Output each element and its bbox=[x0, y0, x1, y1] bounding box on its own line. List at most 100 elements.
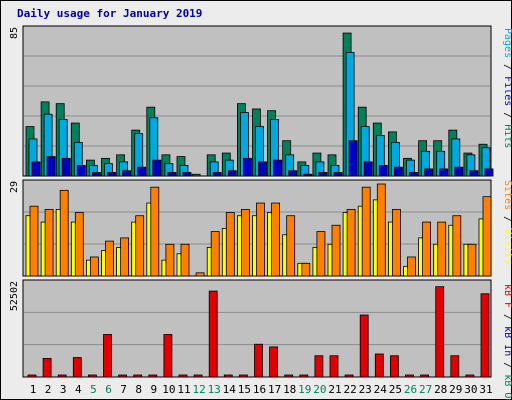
legend-entry: / bbox=[502, 58, 512, 76]
x-tick-label: 9 bbox=[150, 383, 157, 396]
kbf-bar bbox=[238, 374, 248, 378]
sites-bar bbox=[361, 186, 371, 277]
sites-bar bbox=[74, 212, 84, 277]
x-tick-label: 7 bbox=[120, 383, 127, 396]
x-tick-label: 23 bbox=[359, 383, 372, 396]
pages-bar bbox=[137, 166, 147, 177]
sites-bar bbox=[210, 231, 220, 277]
y-axis-max-label: 85 bbox=[9, 27, 20, 39]
x-tick-label: 30 bbox=[464, 383, 477, 396]
legend-entry: / bbox=[502, 210, 512, 228]
kbf-bar bbox=[389, 355, 399, 378]
legend-top: Pages / Files / Hits bbox=[502, 28, 512, 148]
pages-bar bbox=[288, 170, 298, 177]
pages-bar bbox=[454, 166, 464, 177]
kbf-bar bbox=[344, 374, 354, 378]
kbf-bar bbox=[299, 374, 309, 378]
sites-bar bbox=[437, 221, 447, 277]
pages-bar bbox=[378, 165, 388, 177]
sites-bar bbox=[391, 208, 401, 277]
pages-bar bbox=[258, 161, 267, 177]
x-tick-label: 28 bbox=[434, 383, 447, 396]
kbf-bar bbox=[57, 374, 67, 378]
sites-bar bbox=[271, 202, 281, 277]
sites-bar bbox=[195, 272, 205, 277]
pages-bar bbox=[46, 156, 56, 177]
sites-bar bbox=[59, 189, 69, 277]
legend-entry: Sites bbox=[502, 180, 512, 210]
pages-bar bbox=[303, 173, 313, 177]
legend-entry: Pages bbox=[502, 28, 512, 58]
y-axis-max-label: 29 bbox=[9, 181, 20, 193]
sites-bar bbox=[180, 243, 190, 277]
pages-bar bbox=[167, 172, 177, 177]
kbf-bar bbox=[118, 374, 127, 378]
x-tick-label: 15 bbox=[238, 383, 251, 396]
pages-bar bbox=[393, 166, 403, 177]
sites-bar bbox=[225, 212, 235, 277]
x-tick-label: 17 bbox=[268, 383, 281, 396]
kbf-bar bbox=[88, 374, 97, 378]
chart-title: Daily usage for January 2019 bbox=[17, 7, 203, 20]
pages-bar bbox=[424, 168, 434, 177]
x-tick-label: 1 bbox=[30, 383, 37, 396]
sites-bar bbox=[331, 224, 341, 277]
legend-bottom: kB F / kB In / kB Out bbox=[502, 284, 512, 400]
kbf-bar bbox=[178, 374, 188, 378]
sites-bar bbox=[301, 262, 311, 277]
legend-entry: Visits bbox=[502, 228, 512, 264]
kbf-bar bbox=[208, 290, 218, 378]
x-tick-label: 18 bbox=[283, 383, 296, 396]
kbf-bar bbox=[103, 334, 112, 378]
pages-bar bbox=[469, 170, 479, 177]
x-tick-label: 4 bbox=[75, 383, 82, 396]
legend-entry: Hits bbox=[502, 124, 512, 148]
x-tick-label: 3 bbox=[60, 383, 67, 396]
kbf-bar bbox=[374, 353, 384, 378]
x-tick-label: 13 bbox=[208, 383, 221, 396]
pages-bar bbox=[31, 161, 41, 177]
kbf-bar bbox=[329, 355, 339, 378]
kbf-bar bbox=[193, 374, 203, 378]
kbf-bar bbox=[27, 374, 37, 378]
legend-entry: kB Out bbox=[502, 374, 512, 400]
pages-bar bbox=[363, 161, 373, 177]
pages-bar bbox=[212, 172, 222, 177]
pages-bar bbox=[227, 170, 237, 177]
legend-entry: / bbox=[502, 308, 512, 326]
x-tick-label: 20 bbox=[313, 383, 326, 396]
sites-bar bbox=[150, 186, 160, 277]
sites-bar bbox=[376, 183, 386, 277]
x-tick-label: 14 bbox=[223, 383, 237, 396]
x-tick-label: 11 bbox=[177, 383, 190, 396]
pages-bar bbox=[107, 172, 116, 177]
pages-bar bbox=[152, 159, 162, 177]
kbf-bar bbox=[480, 293, 490, 378]
x-tick-label: 25 bbox=[389, 383, 402, 396]
pages-bar bbox=[484, 168, 494, 177]
sites-bar bbox=[316, 231, 326, 277]
x-tick-label: 2 bbox=[45, 383, 52, 396]
legend-entry: / bbox=[502, 106, 512, 124]
sites-bar bbox=[165, 243, 175, 277]
legend-entry: / bbox=[502, 356, 512, 374]
sites-bar bbox=[286, 215, 296, 277]
legend-entry: kB F bbox=[502, 284, 512, 308]
kbf-bar bbox=[435, 286, 445, 378]
kbf-bar bbox=[133, 374, 143, 378]
kbf-bar bbox=[148, 374, 158, 378]
legend-entry: kB In bbox=[502, 326, 512, 356]
x-tick-label: 10 bbox=[162, 383, 175, 396]
sites-bar bbox=[120, 237, 129, 277]
pages-bar bbox=[242, 157, 252, 177]
pages-bar bbox=[122, 170, 131, 177]
x-tick-label: 8 bbox=[135, 383, 142, 396]
x-tick-label: 26 bbox=[404, 383, 417, 396]
pages-bar bbox=[439, 168, 449, 177]
sites-bar bbox=[256, 202, 265, 277]
kbf-bar bbox=[254, 343, 263, 378]
sites-bar bbox=[105, 240, 114, 277]
kbf-bar bbox=[420, 374, 430, 378]
x-tick-label: 21 bbox=[328, 383, 341, 396]
